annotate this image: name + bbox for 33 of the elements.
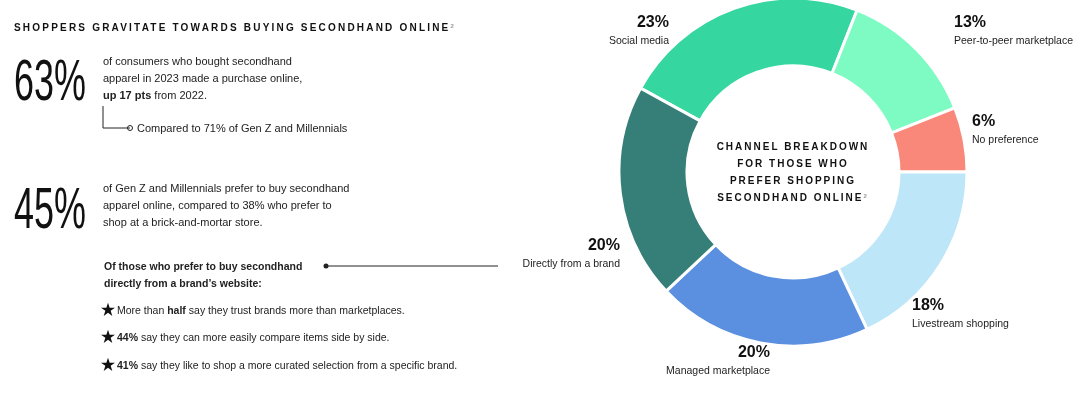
data-label: 23% xyxy=(636,13,669,30)
text: say they trust brands more than marketplaces. xyxy=(185,304,405,316)
data-label: 18% xyxy=(912,296,945,313)
text: apparel online, compared to 38% who prefer to xyxy=(103,199,332,211)
text: More than xyxy=(117,304,165,316)
text: 45% xyxy=(14,175,86,241)
text: directly from a brand’s website: xyxy=(104,277,262,289)
slice-label: Managed marketplace xyxy=(666,364,771,376)
text: shop at a brick-and-mortar store. xyxy=(103,216,263,228)
text: say they can more easily compare items side by side. xyxy=(138,331,390,343)
data-label: 20% xyxy=(587,236,620,253)
text: apparel in 2023 made a purchase online, xyxy=(103,72,303,84)
slice-label: Directly from a brand xyxy=(522,257,621,269)
text: of Gen Z and Millennials prefer to buy secondhand xyxy=(103,182,350,194)
text: CHANNEL BREAKDOWN FOR THOSE WHO PREFER SHOPPING SECONDHAND ONLINE$^{2}$ xyxy=(716,141,870,203)
text: Of those who prefer to buy secondhand xyxy=(104,260,303,272)
slice-label: Livestream shopping xyxy=(912,317,1010,329)
text: of consumers who bought secondhand xyxy=(103,55,292,67)
text: SHOPPERS GRAVITATE TOWARDS BUYING SECONDHAND ONLINE$^{2}$ xyxy=(14,22,457,33)
text: half xyxy=(164,304,187,316)
text: 41% xyxy=(117,359,139,371)
slice-label: Peer-to-peer marketplace xyxy=(954,34,1074,46)
text: Compared to 71% of Gen Z and Millennials xyxy=(137,122,348,134)
text: up 17 pts xyxy=(103,89,152,101)
slice-label: No preference xyxy=(972,133,1039,145)
slice-label: Social media xyxy=(608,34,670,46)
text: 63% xyxy=(14,47,86,113)
data-label: 13% xyxy=(954,13,987,30)
text: 44% xyxy=(117,331,139,343)
data-label: 6% xyxy=(972,112,996,129)
text: say they like to shop a more curated selection from a specific brand. xyxy=(138,359,458,371)
data-label: 20% xyxy=(737,343,770,360)
text: from 2022. xyxy=(151,89,207,101)
